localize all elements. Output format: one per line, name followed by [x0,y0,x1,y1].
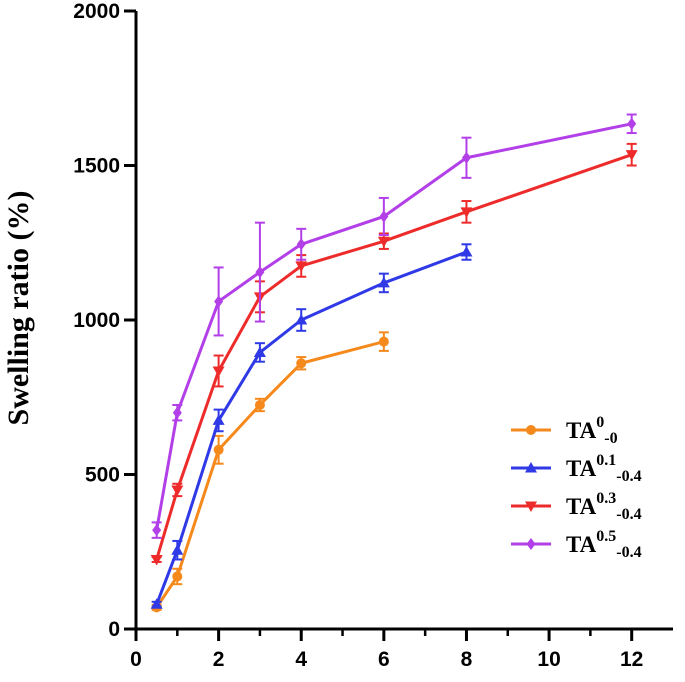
series-TA0.3-0.4 [150,142,638,566]
data-point [255,266,265,279]
x-tick-label: 8 [461,648,473,671]
data-point [295,314,308,325]
legend-label-sup: 0 [596,414,604,431]
legend-marker [525,462,537,473]
series-TA0.1-0.4 [150,243,473,609]
legend-label-sub: -0.4 [616,506,641,523]
legend-entry: TA0.3-0.4 [511,490,642,523]
data-point [172,571,183,582]
legend-label-sup: 0.3 [596,490,616,507]
data-point [379,210,389,223]
y-tick-label: 1000 [73,309,120,332]
data-point [171,485,184,496]
y-tick-label: 500 [85,464,120,487]
data-point [152,524,162,537]
data-point [214,295,224,308]
data-point [295,261,308,272]
legend-entry: TA0.1-0.4 [511,452,642,485]
series-TA0-0 [151,331,389,613]
legend-label-sub: -0.4 [616,544,641,561]
data-point [150,554,163,566]
legend-label: TA0.1-0.4 [566,452,642,485]
legend-entry: TA0.5-0.4 [511,528,642,561]
data-point [625,150,638,161]
data-series [150,113,638,613]
legend-label-sub: -0.4 [616,468,641,485]
data-point [296,358,307,369]
data-point [253,346,266,357]
legend-label-main: TA [566,418,597,443]
data-point [377,276,390,288]
data-point [460,246,473,257]
x-tick-label: 6 [378,648,390,671]
series-line [155,122,632,531]
legend-entry: TA0-0 [511,414,618,447]
legend-label: TA0.5-0.4 [566,528,642,561]
data-point [254,399,265,410]
data-point [212,414,225,425]
legend-label-main: TA [566,456,597,481]
y-tick-label: 2000 [73,0,120,23]
data-point [150,598,163,609]
data-point [172,406,182,419]
legend-label-sub: -0 [604,430,617,447]
axis-ticks: 0 500 1000 1500 2000 0 2 4 6 8 10 12 [73,0,643,671]
series-line [155,340,385,609]
data-point [212,366,225,377]
legend-label-sup: 0.5 [596,528,616,545]
series-line [155,250,467,605]
x-tick-label: 4 [295,648,307,671]
data-point [461,151,471,164]
data-point [377,236,390,248]
y-tick-label: 1500 [73,155,120,178]
series-TA0.5-0.4 [151,113,637,539]
x-tick-label: 2 [213,648,225,671]
legend-label-main: TA [566,494,597,519]
data-point [296,238,306,251]
legend-label: TA0.3-0.4 [566,490,642,523]
y-tick-label: 0 [108,618,120,641]
legend-label: TA0-0 [566,414,618,447]
y-axis-title: Swelling ratio (%) [2,191,35,426]
legend-marker [526,425,536,435]
legend-label-sup: 0.1 [596,452,616,469]
legend-label-main: TA [566,532,597,557]
x-tick-label: 0 [130,648,142,671]
data-point [171,544,184,555]
x-tick-label: 10 [537,648,560,671]
data-point [378,336,389,347]
series-line [155,153,633,560]
data-point [213,444,224,455]
legend-marker [526,538,536,550]
legend-marker [525,501,537,512]
data-point [627,117,637,130]
x-tick-label: 12 [620,648,643,671]
data-point [460,207,473,218]
